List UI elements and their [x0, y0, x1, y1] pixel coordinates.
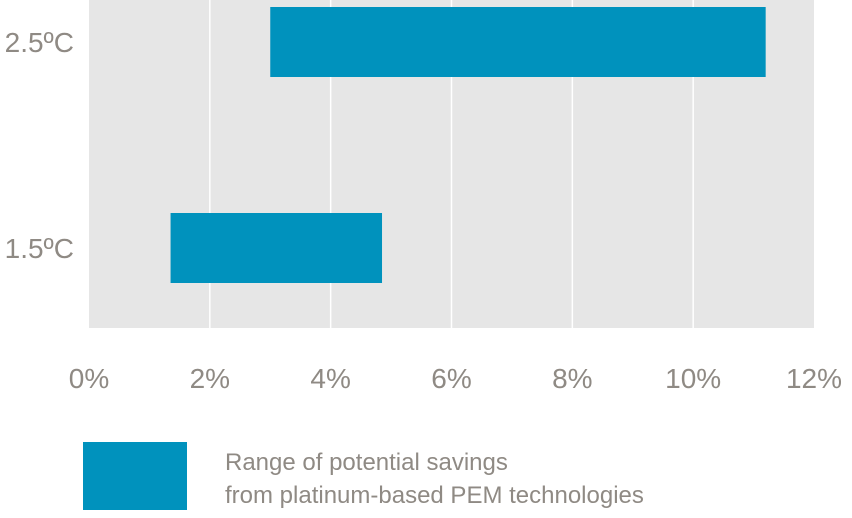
x-tick-label: 8%	[552, 363, 592, 394]
x-tick-label: 10%	[665, 363, 721, 394]
x-tick-label: 4%	[310, 363, 350, 394]
range-bar	[170, 213, 383, 283]
x-tick-label: 6%	[431, 363, 471, 394]
category-label: 2.5ºC	[5, 27, 74, 58]
legend-swatch	[83, 442, 187, 510]
x-tick-label: 12%	[786, 363, 842, 394]
legend-label-line-1: Range of potential savings	[225, 449, 508, 476]
x-tick-label: 2%	[190, 363, 230, 394]
x-tick-label: 0%	[69, 363, 109, 394]
legend-label-line-2: from platinum-based PEM technologies	[225, 482, 644, 509]
category-labels: 2.5ºC 1.5ºC	[5, 27, 74, 264]
range-bar	[270, 7, 766, 77]
legend: Range of potential savings from platinum…	[83, 442, 644, 510]
range-bars	[170, 7, 766, 283]
category-label: 1.5ºC	[5, 233, 74, 264]
x-axis-tick-labels: 0% 2% 4% 6% 8% 10% 12%	[69, 363, 842, 394]
